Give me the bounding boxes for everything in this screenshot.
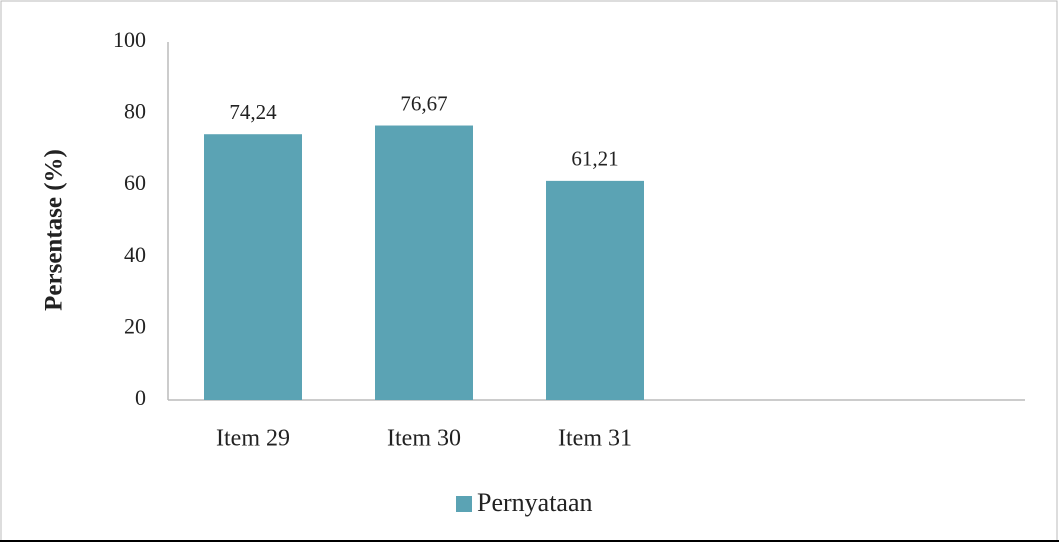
y-tick-label: 100 bbox=[113, 27, 146, 52]
x-tick-label: Item 29 bbox=[216, 426, 290, 452]
y-axis-label: Persentase (%) bbox=[41, 149, 68, 311]
data-label: 61,21 bbox=[571, 147, 618, 171]
bar bbox=[375, 126, 473, 400]
chart: Persentase (%) 0 20 40 60 80 100 Item 29 Item 3… bbox=[0, 0, 1059, 543]
legend-swatch bbox=[456, 496, 472, 512]
bar bbox=[546, 181, 644, 400]
y-tick-label: 20 bbox=[124, 313, 146, 338]
bar bbox=[204, 134, 302, 400]
data-label: 76,67 bbox=[400, 91, 447, 115]
y-tick-label: 0 bbox=[135, 385, 146, 410]
x-tick-label: Item 31 bbox=[558, 426, 632, 452]
frame bbox=[1, 1, 1057, 541]
data-label: 74,24 bbox=[229, 100, 277, 124]
y-tick-label: 40 bbox=[124, 242, 146, 267]
y-tick-label: 60 bbox=[124, 170, 146, 195]
legend-label: Pernyataan bbox=[477, 488, 593, 517]
x-tick-label: Item 30 bbox=[387, 426, 461, 452]
y-tick-label: 80 bbox=[124, 99, 146, 124]
